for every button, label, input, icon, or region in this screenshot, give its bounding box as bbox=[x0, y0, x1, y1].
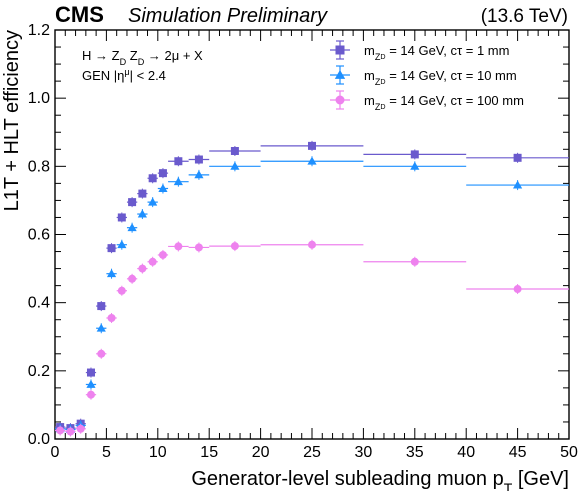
data-point-square bbox=[335, 45, 345, 55]
data-point-square bbox=[117, 213, 126, 222]
energy-label: (13.6 TeV) bbox=[481, 6, 568, 27]
series-1 bbox=[55, 140, 569, 434]
data-point-square bbox=[107, 244, 116, 253]
legend: mZD = 14 GeV, cτ = 1 mm mZD = 14 GeV, cτ … bbox=[330, 40, 524, 112]
y-tick-label: 1.0 bbox=[28, 90, 50, 107]
data-point-circle bbox=[158, 250, 167, 259]
data-point-circle bbox=[513, 285, 522, 294]
data-point-square bbox=[97, 302, 106, 311]
data-point-square bbox=[308, 141, 316, 150]
data-point-triangle bbox=[117, 240, 127, 249]
legend-label: mZD = 14 GeV, cτ = 1 mm bbox=[364, 43, 509, 62]
data-point-triangle bbox=[173, 177, 183, 186]
data-point-circle bbox=[86, 390, 95, 399]
x-tick-label: 5 bbox=[102, 444, 111, 461]
y-tick-label: 0.8 bbox=[28, 158, 50, 175]
data-point-circle bbox=[138, 264, 147, 273]
data-point-square bbox=[174, 157, 183, 166]
y-tick-label: 0.2 bbox=[28, 363, 50, 380]
x-axis-label: Generator-level subleading muon pT [GeV] bbox=[191, 468, 569, 491]
data-point-circle bbox=[308, 240, 316, 249]
tick-labels: 0 5 10 15 20 25 30 35 40 45 50 0.0 0.2 0.4 0.6 0.8 1.0 1.… bbox=[28, 22, 578, 461]
series-3 bbox=[55, 239, 569, 437]
x-tick-label: 45 bbox=[509, 444, 527, 461]
plot-frame bbox=[54, 29, 570, 440]
data-point-triangle bbox=[148, 197, 158, 206]
y-tick-label: 0.6 bbox=[28, 227, 50, 244]
legend-label: mZD = 14 GeV, cτ = 10 mm bbox=[364, 68, 517, 87]
x-tick-label: 35 bbox=[406, 444, 424, 461]
data-point-circle bbox=[97, 349, 106, 358]
data-point-triangle bbox=[96, 323, 106, 332]
x-tick-label: 40 bbox=[457, 444, 475, 461]
axis-ticks bbox=[54, 29, 570, 440]
data-point-circle bbox=[117, 286, 126, 295]
process-annotation: H → ZD ZD → 2μ + X bbox=[82, 48, 203, 67]
data-point-circle bbox=[230, 242, 239, 251]
legend-entry: mZD = 14 GeV, cτ = 10 mm bbox=[330, 65, 517, 87]
data-point-square bbox=[513, 153, 522, 162]
data-point-square bbox=[158, 169, 167, 178]
legend-label: mZD = 14 GeV, cτ = 100 mm bbox=[364, 93, 524, 112]
data-point-triangle bbox=[127, 223, 137, 232]
data-point-triangle bbox=[137, 209, 147, 218]
legend-entry: mZD = 14 GeV, cτ = 1 mm bbox=[330, 40, 509, 62]
data-point-circle bbox=[174, 242, 183, 251]
data-point-triangle bbox=[158, 183, 168, 192]
data-point-circle bbox=[410, 257, 419, 266]
data-point-triangle bbox=[513, 180, 523, 189]
y-axis-label: L1T + HLT efficiency bbox=[1, 30, 23, 211]
x-tick-label: 10 bbox=[149, 444, 167, 461]
x-tick-label: 25 bbox=[303, 444, 321, 461]
data-point-triangle bbox=[307, 156, 317, 165]
cms-logo-text: CMS bbox=[55, 2, 104, 27]
data-point-triangle bbox=[106, 269, 117, 278]
data-point-square bbox=[194, 155, 203, 164]
data-point-circle bbox=[194, 243, 203, 252]
status-label: Simulation Preliminary bbox=[128, 5, 328, 27]
x-tick-label: 30 bbox=[355, 444, 373, 461]
data-point-square bbox=[148, 174, 157, 183]
data-point-circle bbox=[56, 426, 65, 435]
y-tick-label: 0.0 bbox=[28, 431, 50, 448]
eta-cut-annotation: GEN |ημ| < 2.4 bbox=[82, 67, 166, 83]
data-point-triangle bbox=[194, 170, 204, 179]
data-point-square bbox=[410, 150, 419, 159]
data-point-triangle bbox=[410, 161, 420, 170]
data-point-circle bbox=[335, 95, 345, 105]
y-tick-label: 1.2 bbox=[28, 22, 50, 39]
data-point-circle bbox=[66, 427, 75, 436]
data-point-circle bbox=[128, 274, 137, 283]
y-tick-label: 0.4 bbox=[28, 295, 50, 312]
data-point-circle bbox=[148, 257, 157, 266]
x-tick-label: 50 bbox=[560, 444, 578, 461]
data-point-square bbox=[86, 368, 95, 377]
data-layer bbox=[55, 140, 569, 437]
legend-entry: mZD = 14 GeV, cτ = 100 mm bbox=[330, 90, 524, 112]
data-point-triangle bbox=[230, 161, 240, 170]
x-tick-label: 20 bbox=[252, 444, 270, 461]
data-point-square bbox=[128, 198, 137, 207]
data-point-circle bbox=[107, 314, 116, 323]
data-point-square bbox=[138, 189, 147, 198]
data-point-circle bbox=[76, 424, 85, 433]
x-tick-label: 15 bbox=[200, 444, 218, 461]
data-point-square bbox=[230, 146, 239, 155]
x-tick-label: 0 bbox=[51, 444, 60, 461]
data-point-triangle bbox=[86, 379, 96, 388]
data-point-triangle bbox=[334, 69, 346, 79]
